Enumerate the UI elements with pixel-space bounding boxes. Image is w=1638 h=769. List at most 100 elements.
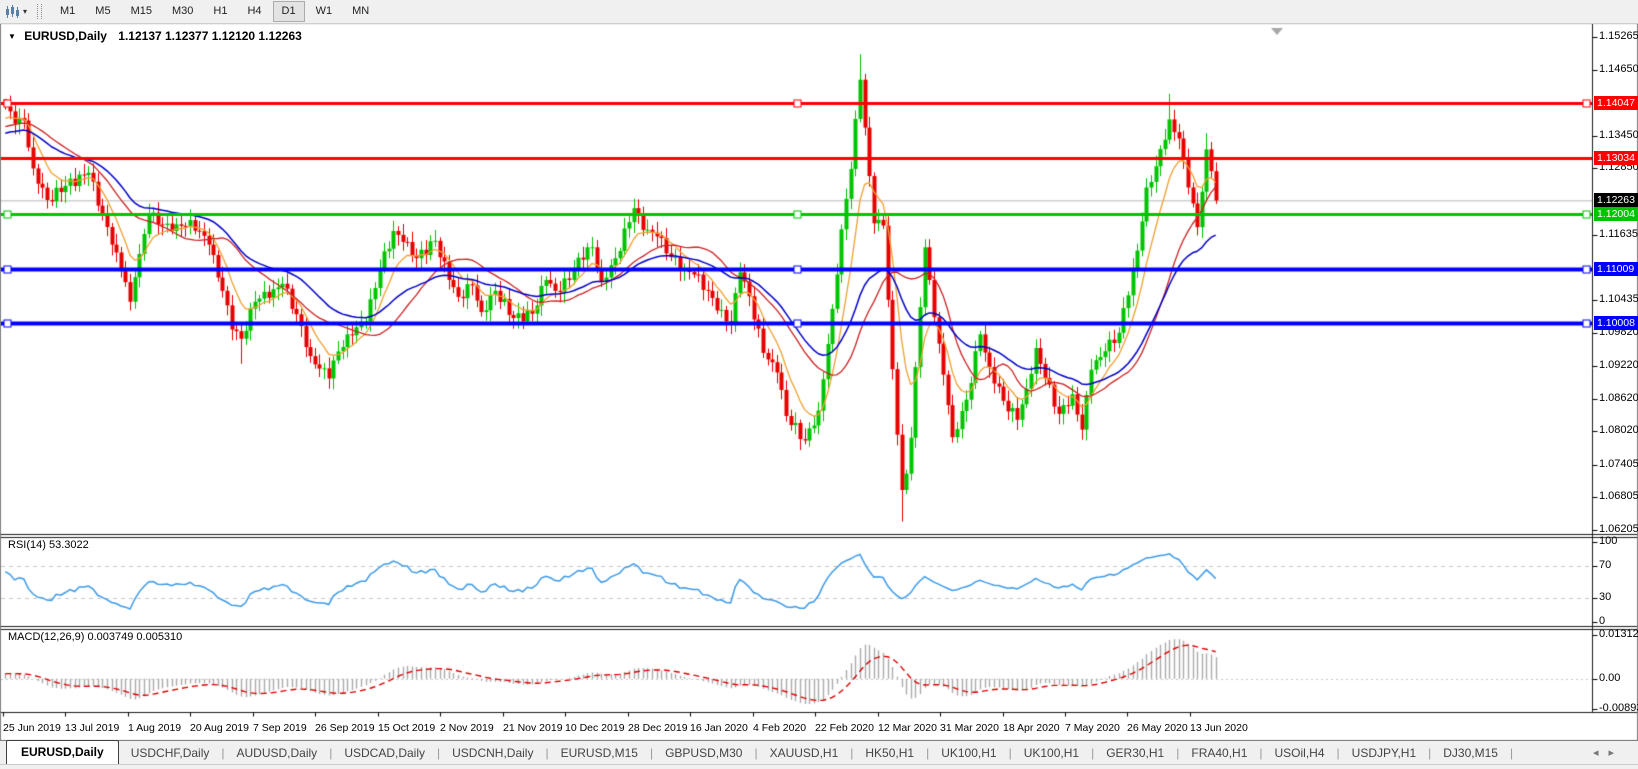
tab-divider: | — [1091, 746, 1095, 760]
tab-divider: | — [649, 746, 654, 760]
price-axis-tick: 1.11635 — [1599, 228, 1638, 240]
rsi-axis-tick: 100 — [1599, 535, 1618, 547]
timeframe-button-m15[interactable]: M15 — [130, 5, 152, 17]
tab-divider: | — [1176, 746, 1180, 760]
date-axis-label: 4 Feb 2020 — [753, 722, 807, 734]
date-axis-label: 21 Nov 2019 — [503, 722, 563, 734]
tab-eurusd-daily[interactable]: EURUSD,Daily — [6, 740, 119, 765]
tab-hk50-h1[interactable]: HK50,H1 — [865, 746, 915, 760]
tab-eurusd-m15[interactable]: EURUSD,M15 — [560, 746, 638, 760]
tab-divider: | — [329, 746, 333, 760]
timeframe-button-d1[interactable]: D1 — [272, 1, 305, 22]
tab-gbpusd-m30[interactable]: GBPUSD,M30 — [665, 746, 743, 760]
date-axis-label: 15 Oct 2019 — [378, 722, 436, 734]
macd-axis-tick: 0.013121 — [1599, 628, 1638, 640]
tab-usoil-h4[interactable]: USOil,H4 — [1274, 746, 1325, 760]
price-axis-tick: 1.13450 — [1599, 129, 1638, 141]
price-axis-tick: 1.07405 — [1599, 458, 1638, 470]
timeframe-buttons: M1 M5 M15 M30 H1 H4 D1 W1 MN — [50, 1, 379, 22]
timeframe-button-mn[interactable]: MN — [352, 5, 370, 17]
timeframe-button-h4[interactable]: H4 — [247, 5, 262, 17]
macd-axis-tick: 0.00 — [1599, 672, 1621, 684]
tab-divider: | — [437, 746, 441, 760]
timeframe-toolbar: ▾ M1 M5 M15 M30 H1 H4 D1 W1 MN — [0, 0, 1638, 24]
price-axis-tick: 1.10435 — [1599, 293, 1638, 305]
tab-uk100-h1[interactable]: UK100,H1 — [1023, 746, 1080, 760]
timeframe-button-m30[interactable]: M30 — [171, 5, 194, 17]
date-axis-label: 20 Aug 2019 — [190, 722, 249, 734]
chevron-down-icon: ▾ — [23, 7, 28, 16]
price-axis-tick: 1.09220 — [1599, 359, 1638, 371]
status-strip — [0, 764, 1638, 769]
price-line-badge: 1.12004 — [1594, 207, 1638, 221]
price-line-badge: 1.14047 — [1594, 96, 1638, 110]
date-axis-label: 18 Apr 2020 — [1003, 722, 1060, 734]
timeframe-button-h1[interactable]: H1 — [213, 5, 228, 17]
tab-fra40-h1[interactable]: FRA40,H1 — [1191, 746, 1248, 760]
date-axis-label: 2 Nov 2019 — [440, 722, 494, 734]
toolbar-gripper[interactable] — [37, 4, 43, 19]
chart-symbol-label: EURUSD,Daily — [24, 29, 107, 43]
date-axis-label: 10 Dec 2019 — [565, 722, 625, 734]
chart-ohlc-values: 1.12137 1.12377 1.12120 1.12263 — [118, 29, 302, 43]
date-axis-label: 7 May 2020 — [1065, 722, 1120, 734]
date-axis-label: 16 Jan 2020 — [690, 722, 748, 734]
timeframe-button-m1[interactable]: M1 — [60, 5, 76, 17]
ohlc-toggle-icon[interactable]: ▼ — [8, 32, 16, 41]
tab-divider: | — [850, 746, 854, 760]
date-axis-label: 13 Jun 2020 — [1190, 722, 1248, 734]
tab-dj30-m15[interactable]: DJ30,M15 — [1443, 746, 1498, 760]
date-axis-label: 28 Dec 2019 — [628, 722, 688, 734]
price-line-badge: 1.10008 — [1594, 316, 1638, 330]
rsi-axis-tick: 30 — [1599, 591, 1612, 603]
timeframe-button-m5[interactable]: M5 — [95, 5, 111, 17]
price-axis-tick: 1.06805 — [1599, 490, 1638, 502]
date-axis-label: 25 Jun 2019 — [3, 722, 61, 734]
tab-divider: | — [1259, 746, 1263, 760]
tab-divider: | — [545, 746, 549, 760]
price-line-badge: 1.12263 — [1594, 193, 1638, 207]
macd-indicator-label: MACD(12,26,9) 0.003749 0.005310 — [8, 631, 183, 643]
tab-divider: | — [1008, 746, 1012, 760]
tab-divider: | — [221, 746, 225, 760]
date-axis-label: 13 Jul 2019 — [65, 722, 120, 734]
tab-scroll-arrows[interactable]: ◂▸ — [1592, 747, 1624, 759]
timeframe-button-w1[interactable]: W1 — [315, 5, 333, 17]
price-axis-tick: 1.08620 — [1599, 392, 1638, 404]
macd-axis-tick: -0.008931 — [1599, 702, 1638, 714]
date-axis-label: 26 Sep 2019 — [315, 722, 375, 734]
tab-divider: | — [926, 746, 930, 760]
tab-usdcad-daily[interactable]: USDCAD,Daily — [344, 746, 425, 760]
date-axis-label: 12 Mar 2020 — [878, 722, 937, 734]
date-axis-label: 26 May 2020 — [1127, 722, 1188, 734]
tab-divider: | — [1509, 746, 1514, 760]
price-axis-tick: 1.14650 — [1599, 63, 1638, 75]
price-axis-tick: 1.15265 — [1599, 30, 1638, 42]
price-axis-tick: 1.06205 — [1599, 523, 1638, 535]
tab-audusd-daily[interactable]: AUDUSD,Daily — [236, 746, 318, 760]
rsi-axis-tick: 70 — [1599, 559, 1612, 571]
tab-usdcnh-daily[interactable]: USDCNH,Daily — [452, 746, 534, 760]
date-axis-label: 22 Feb 2020 — [815, 722, 874, 734]
tab-xauusd-h1[interactable]: XAUUSD,H1 — [769, 746, 839, 760]
date-axis-label: 31 Mar 2020 — [940, 722, 999, 734]
date-axis-label: 1 Aug 2019 — [128, 722, 182, 734]
date-axis-label: 7 Sep 2019 — [253, 722, 307, 734]
chart-type-button[interactable]: ▾ — [0, 2, 31, 22]
price-line-badge: 1.11009 — [1594, 262, 1638, 276]
rsi-axis-tick: 0 — [1599, 615, 1606, 627]
tab-usdjpy-h1[interactable]: USDJPY,H1 — [1351, 746, 1417, 760]
tab-uk100-h1[interactable]: UK100,H1 — [941, 746, 997, 760]
rsi-indicator-label: RSI(14) 53.3022 — [8, 539, 89, 551]
tab-usdchf-daily[interactable]: USDCHF,Daily — [130, 746, 210, 760]
tab-divider: | — [1336, 746, 1340, 760]
price-axis-tick: 1.08020 — [1599, 424, 1638, 436]
tab-divider: | — [1428, 746, 1432, 760]
symbol-tab-bar: EURUSD,Daily USDCHF,Daily | AUDUSD,Daily | US… — [0, 740, 1638, 765]
price-line-badge: 1.13034 — [1594, 151, 1638, 165]
candlestick-chart-icon — [4, 4, 20, 19]
tab-ger30-h1[interactable]: GER30,H1 — [1106, 746, 1165, 760]
tab-divider: | — [754, 746, 758, 760]
